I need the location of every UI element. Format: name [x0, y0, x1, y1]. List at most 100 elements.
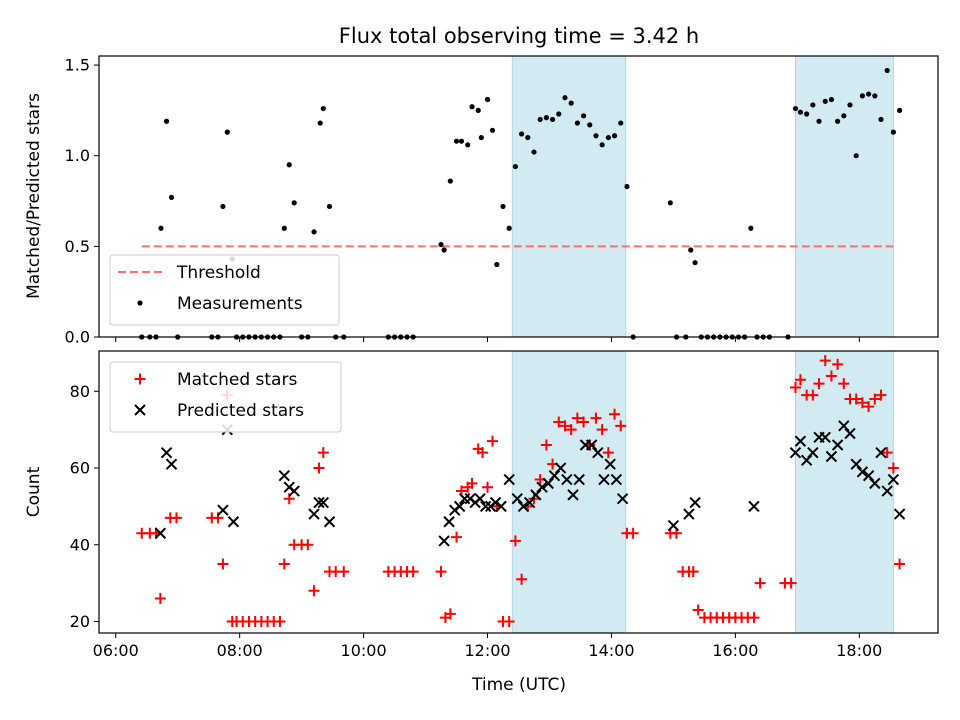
matched-stars-point [274, 615, 286, 627]
predicted-stars-point [807, 446, 819, 459]
predicted-stars-point [683, 508, 695, 520]
top-measurement-point [506, 225, 512, 231]
matched-stars-point [887, 462, 899, 474]
predicted-stars-point [794, 435, 807, 447]
matched-stars-point [540, 439, 552, 451]
chart-title: Flux total observing time = 3.42 h [339, 24, 699, 48]
matched-stars-point [794, 374, 806, 386]
matched-stars-point [466, 477, 478, 489]
predicted-stars-point [610, 473, 623, 486]
top-y-tick-label: 0.0 [65, 328, 90, 347]
top-measurement-point [311, 229, 317, 235]
matched-stars-point [444, 608, 456, 620]
top-measurement-point [859, 93, 866, 99]
matched-stars-point [863, 401, 875, 413]
legend-label: Matched stars [177, 370, 297, 390]
matched-stars-point [565, 424, 577, 436]
predicted-stars-point [530, 489, 542, 501]
top-measurement-point [872, 93, 878, 99]
predicted-stars-point [592, 446, 604, 459]
top-measurement-point [580, 113, 587, 119]
matched-stars-point [516, 573, 528, 585]
legend-label: Predicted stars [177, 401, 304, 421]
matched-stars-point [850, 393, 862, 405]
top-measurement-point [158, 225, 164, 231]
top-measurement-point [853, 153, 859, 159]
x-tick-label: 06:00 [93, 641, 139, 660]
top-measurement-point [605, 134, 611, 141]
legend-label: Threshold [176, 263, 261, 283]
top-measurement-point [568, 100, 574, 106]
predicted-stars-point [831, 439, 844, 451]
matched-stars-point [407, 566, 419, 578]
matched-stars-point [894, 558, 906, 570]
top-measurement-point [847, 102, 853, 108]
matched-stars-point [278, 558, 290, 570]
predicted-stars-point [474, 493, 486, 505]
matched-stars-point [692, 604, 704, 616]
top-measurement-point [489, 127, 496, 133]
predicted-stars-point [308, 508, 320, 520]
matched-stars-point [317, 447, 329, 459]
predicted-stars-point [288, 485, 300, 497]
top-measurement-point [224, 129, 230, 135]
predicted-stars-point [875, 446, 887, 459]
matched-stars-point [503, 615, 515, 627]
top-measurement-point [587, 122, 593, 128]
bottom-y-tick-label: 60 [70, 459, 90, 478]
predicted-stars-point [862, 469, 875, 482]
predicted-stars-point [856, 466, 869, 478]
predicted-stars-point [598, 473, 610, 486]
bottom-y-tick-label: 20 [70, 612, 90, 631]
x-axis-label: Time (UTC) [471, 675, 566, 695]
predicted-stars-point [869, 477, 881, 490]
predicted-stars-point [536, 481, 548, 493]
predicted-stars-point [165, 458, 178, 470]
matched-stars-point [477, 447, 489, 459]
matched-stars-point [590, 412, 602, 424]
predicted-stars-point [689, 496, 701, 509]
top-y-tick-label: 1.0 [65, 146, 90, 165]
matched-stars-point [217, 558, 229, 570]
predicted-stars-point [278, 469, 290, 482]
bottom-panel: 20 40 60 80 06:00 08:00 10:00 12:00 14:00 16:00 18… [70, 350, 939, 660]
matched-stars-point [482, 481, 494, 493]
matched-stars-point [813, 378, 825, 390]
matched-stars-point [754, 577, 766, 589]
matched-stars-point [435, 566, 447, 578]
bottom-shaded-interval-2 [795, 351, 894, 633]
matched-stars-point [553, 416, 565, 428]
bottom-plot-frame [98, 350, 939, 634]
matched-stars-point [838, 378, 850, 390]
top-measurement-point [562, 95, 568, 101]
bottom-y-tick-label: 80 [70, 382, 90, 401]
predicted-stars-point [800, 454, 813, 467]
top-measurement-point [438, 241, 444, 248]
top-measurement-point [624, 183, 630, 190]
predicted-stars-point [548, 469, 561, 482]
top-measurement-point [890, 129, 896, 135]
predicted-stars-point [438, 535, 450, 547]
matched-stars-point [578, 416, 590, 428]
matched-stars-point [338, 566, 350, 578]
predicted-stars-point [850, 458, 862, 470]
predicted-stars-point [881, 485, 893, 497]
top-measurement-point [865, 91, 872, 97]
top-measurement-point [469, 104, 475, 110]
top-legend: Threshold Measurements [109, 254, 340, 326]
matched-stars-point [615, 420, 627, 432]
predicted-stars-point [511, 493, 523, 505]
predicted-stars-point [227, 516, 240, 528]
predicted-stars-point [585, 439, 598, 451]
predicted-stars-point [748, 500, 760, 513]
top-panel: 0.0 0.5 1.0 1.5 Threshold Measurements [65, 55, 939, 347]
top-measurement-point [692, 260, 698, 266]
matched-stars-point [154, 592, 166, 604]
matched-stars-point [832, 358, 844, 370]
matched-stars-point [856, 397, 868, 409]
top-measurement-point [317, 120, 323, 126]
predicted-stars-point [561, 473, 573, 486]
top-measurement-point [797, 109, 804, 115]
predicted-stars-point [554, 462, 567, 474]
